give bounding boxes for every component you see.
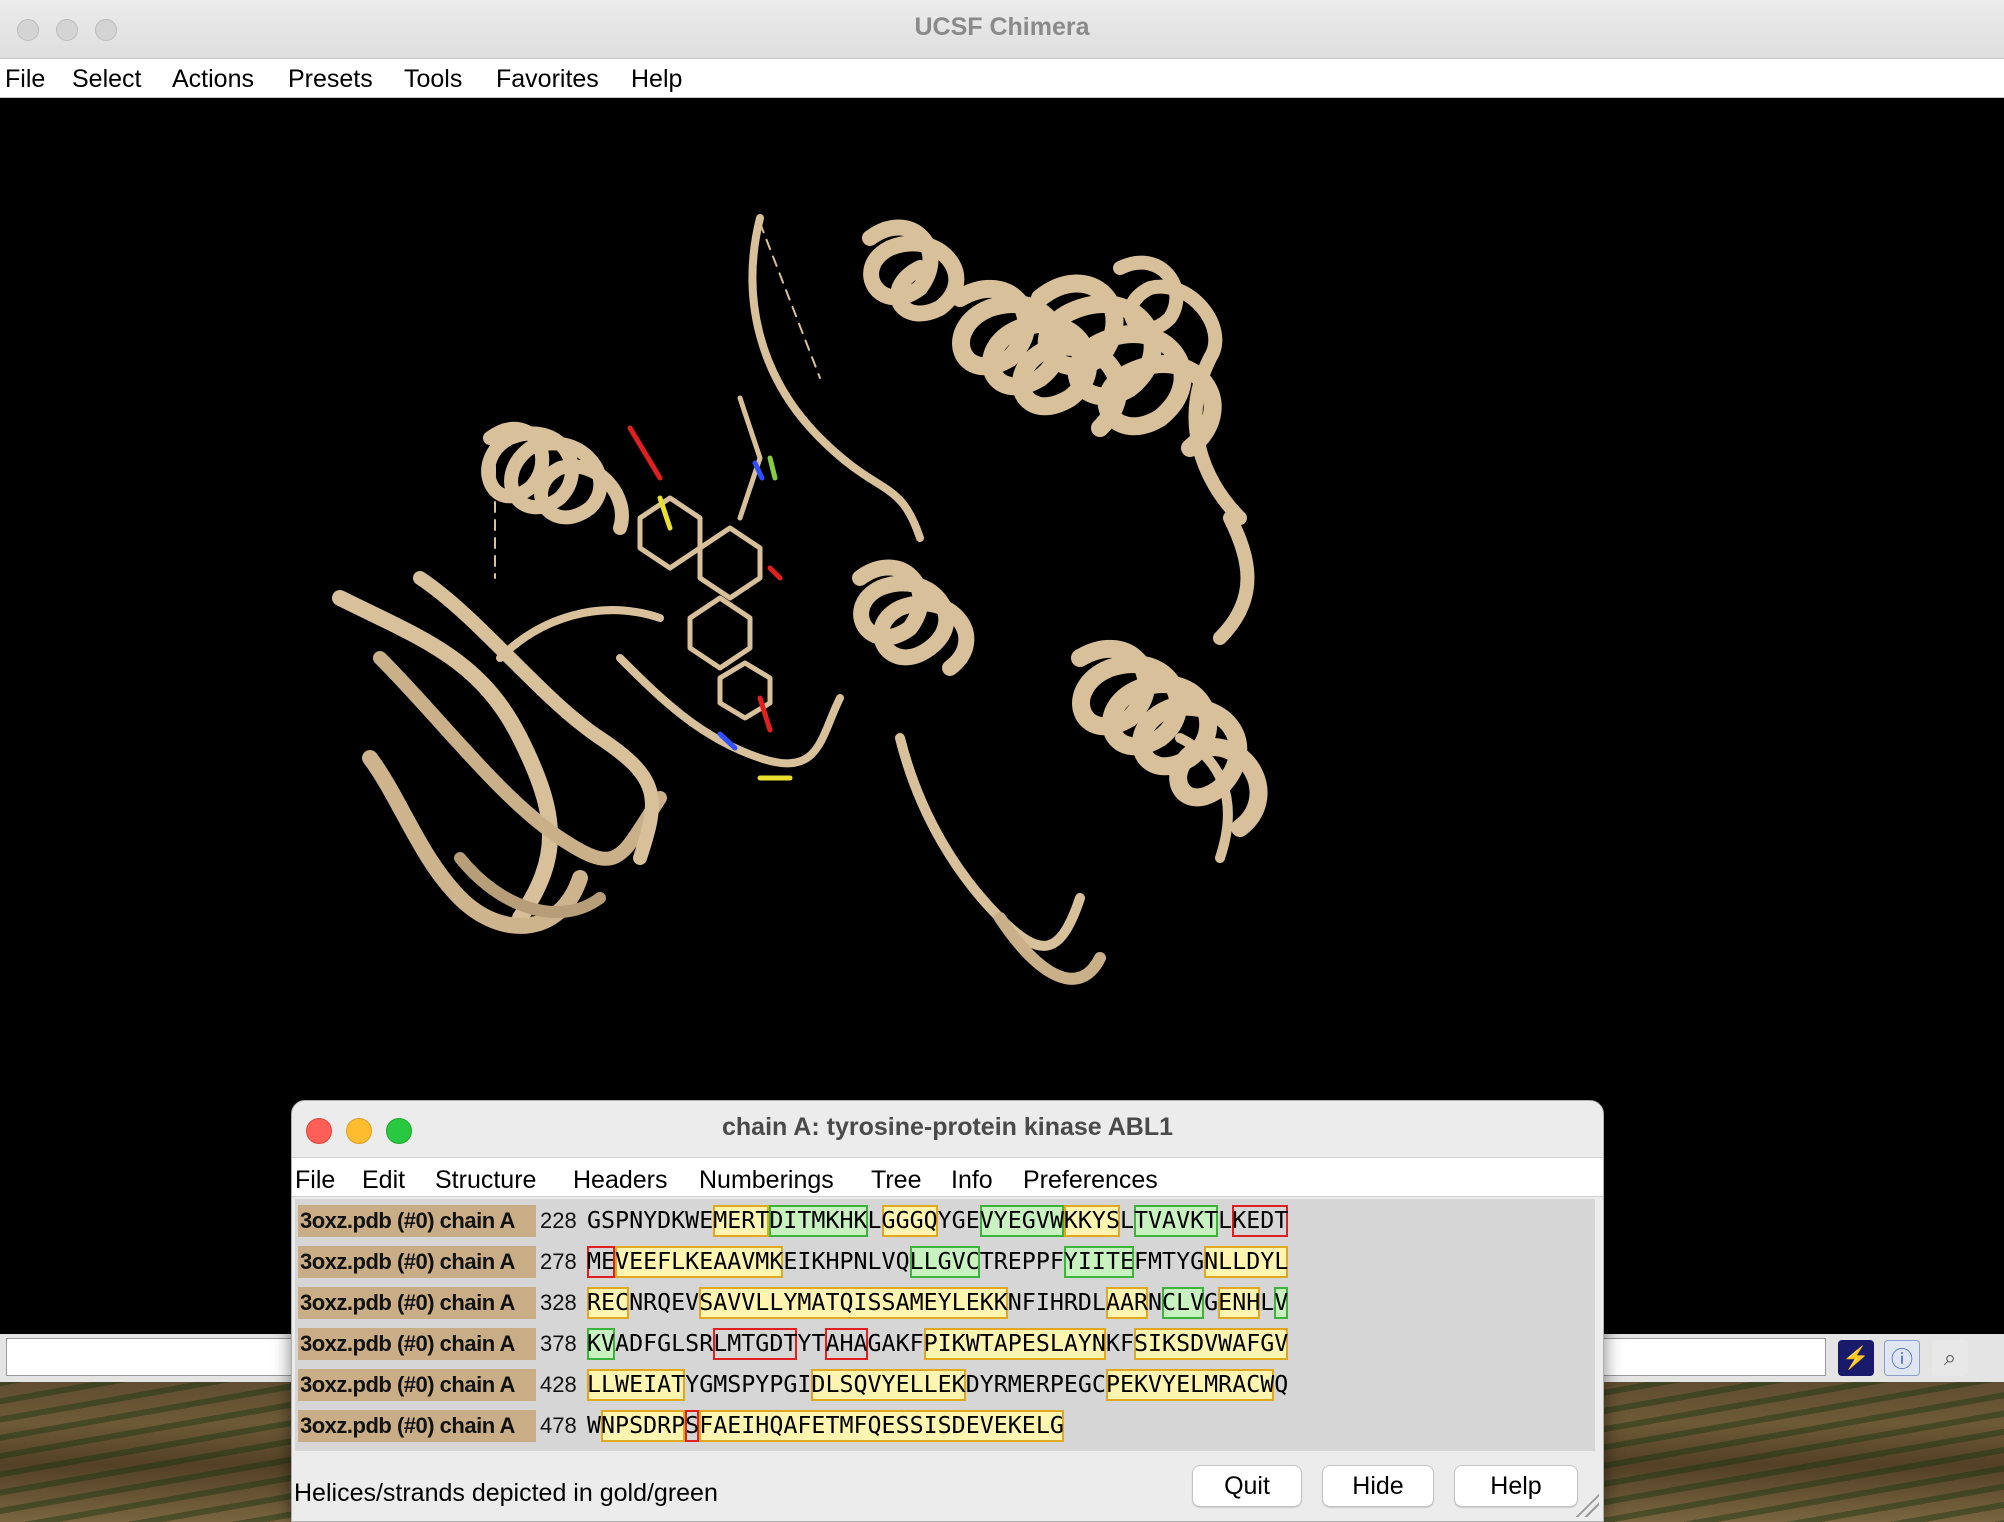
residue-number: 428: [540, 1372, 577, 1397]
secondary-structure-box: [587, 1369, 686, 1401]
menu-file[interactable]: File: [5, 65, 46, 93]
minimize-button[interactable]: [346, 1118, 372, 1144]
menu-numberings[interactable]: Numberings: [699, 1166, 834, 1194]
secondary-structure-box: [909, 1246, 980, 1278]
residue-number: 328: [540, 1290, 577, 1315]
menu-tools[interactable]: Tools: [404, 65, 463, 93]
main-titlebar[interactable]: UCSF Chimera: [0, 0, 2004, 59]
secondary-structure-box: [1106, 1369, 1275, 1401]
protein-ribbon-graphic: [332, 214, 1268, 985]
secondary-structure-box: [615, 1246, 784, 1278]
sequence-window-title: chain A: tyrosine-protein kinase ABL1: [721, 1113, 1173, 1141]
window-title: UCSF Chimera: [914, 13, 1090, 41]
chain-label[interactable]: 3oxz.pdb (#0) chain A: [298, 1369, 536, 1401]
residue-number: 278: [540, 1249, 577, 1274]
secondary-structure-box: [1218, 1287, 1261, 1319]
sequence-row[interactable]: 3oxz.pdb (#0) chain A 378 KVADFGLSRLMTGDTY…: [295, 1326, 1595, 1362]
secondary-structure-box: [1063, 1205, 1121, 1237]
sequence-residues[interactable]: WNPSDRPSFAEIHQAFETMFQESSISDEVEKELG: [587, 1412, 1064, 1439]
secondary-structure-box: [699, 1410, 1064, 1442]
secondary-structure-box: [713, 1205, 770, 1237]
menu-preferences[interactable]: Preferences: [1023, 1166, 1158, 1194]
info-icon[interactable]: ⓘ: [1884, 1340, 1920, 1376]
menu-actions[interactable]: Actions: [172, 65, 254, 93]
sequence-row[interactable]: 3oxz.pdb (#0) chain A 478 WNPSDRPSFAEIHQAF…: [295, 1408, 1595, 1444]
secondary-structure-box: [1134, 1205, 1219, 1237]
residue-number: 478: [540, 1413, 577, 1438]
sequence-residues[interactable]: MEVEEFLKEAAVMKEIKHPNLVQLLGVCTREPPFYIITEF…: [587, 1248, 1289, 1275]
sequence-residues[interactable]: LLWEIATYGMSPYPGIDLSQVYELLEKDYRMERPEGCPEK…: [587, 1371, 1289, 1398]
sequence-row[interactable]: 3oxz.pdb (#0) chain A 228 GSPNYDKWEMERTDIT…: [295, 1203, 1595, 1239]
menu-help[interactable]: Help: [631, 65, 683, 93]
sequence-panel[interactable]: 3oxz.pdb (#0) chain A 228 GSPNYDKWEMERTDIT…: [295, 1199, 1595, 1451]
secondary-structure-box: [1274, 1287, 1289, 1319]
help-button[interactable]: Help: [1454, 1465, 1578, 1507]
secondary-structure-box: [923, 1328, 1107, 1360]
sequence-row[interactable]: 3oxz.pdb (#0) chain A 278 MEVEEFLKEAAVMKEI…: [295, 1244, 1595, 1280]
sequence-residues[interactable]: GSPNYDKWEMERTDITMKHKLGGGQYGEVYEGVWKKYSLT…: [587, 1207, 1289, 1234]
hide-button[interactable]: Hide: [1322, 1465, 1434, 1507]
menu-favorites[interactable]: Favorites: [496, 65, 599, 93]
residue-number: 378: [540, 1331, 577, 1356]
chain-label[interactable]: 3oxz.pdb (#0) chain A: [298, 1246, 536, 1278]
zoom-button[interactable]: [95, 19, 117, 41]
sequence-residues[interactable]: RECNRQEVSAVVLLYMATQISSAMEYLEKKNFIHRDLAAR…: [587, 1289, 1289, 1316]
secondary-structure-box: [769, 1205, 868, 1237]
menu-info[interactable]: Info: [951, 1166, 993, 1194]
status-text: Helices/strands depicted in gold/green: [294, 1479, 718, 1507]
menu-file[interactable]: File: [295, 1166, 336, 1194]
zoom-button[interactable]: [386, 1118, 412, 1144]
sequence-titlebar[interactable]: chain A: tyrosine-protein kinase ABL1: [292, 1101, 1603, 1157]
quit-button[interactable]: Quit: [1192, 1465, 1302, 1507]
chain-label[interactable]: 3oxz.pdb (#0) chain A: [298, 1287, 536, 1319]
minimize-button[interactable]: [56, 19, 78, 41]
menu-structure[interactable]: Structure: [435, 1166, 537, 1194]
secondary-structure-box: [587, 1287, 630, 1319]
secondary-structure-box: [699, 1287, 1008, 1319]
secondary-structure-box: [601, 1410, 686, 1442]
menu-tree[interactable]: Tree: [871, 1166, 922, 1194]
sequence-row[interactable]: 3oxz.pdb (#0) chain A 328 RECNRQEVSAVVLLYM…: [295, 1285, 1595, 1321]
residue-number: 228: [540, 1208, 577, 1233]
sequence-residues[interactable]: KVADFGLSRLMTGDTYTAHAGAKFPIKWTAPESLAYNKFS…: [587, 1330, 1289, 1357]
magnifier-icon[interactable]: ⌕: [1932, 1340, 1968, 1376]
chain-label[interactable]: 3oxz.pdb (#0) chain A: [298, 1410, 536, 1442]
sequence-row[interactable]: 3oxz.pdb (#0) chain A 428 LLWEIATYGMSPYPGI…: [295, 1367, 1595, 1403]
sequence-viewer-window: chain A: tyrosine-protein kinase ABL1 Fi…: [291, 1100, 1604, 1522]
main-menubar: File Select Actions Presets Tools Favori…: [0, 59, 2004, 98]
lightning-icon[interactable]: ⚡: [1838, 1340, 1874, 1376]
close-button[interactable]: [17, 19, 39, 41]
menu-presets[interactable]: Presets: [288, 65, 373, 93]
sequence-menubar: File Edit Structure Headers Numberings T…: [292, 1157, 1603, 1197]
menu-edit[interactable]: Edit: [362, 1166, 406, 1194]
secondary-structure-box: [1204, 1246, 1289, 1278]
secondary-structure-box: [1134, 1328, 1289, 1360]
chain-label[interactable]: 3oxz.pdb (#0) chain A: [298, 1328, 536, 1360]
menu-headers[interactable]: Headers: [573, 1166, 668, 1194]
close-button[interactable]: [306, 1118, 332, 1144]
menu-select[interactable]: Select: [72, 65, 142, 93]
secondary-structure-box: [1162, 1287, 1205, 1319]
resize-grip[interactable]: [1573, 1491, 1599, 1517]
secondary-structure-box: [811, 1369, 966, 1401]
chain-label[interactable]: 3oxz.pdb (#0) chain A: [298, 1205, 536, 1237]
secondary-structure-box: [1063, 1246, 1135, 1278]
secondary-structure-box: [881, 1205, 938, 1237]
secondary-structure-box: [979, 1205, 1064, 1237]
secondary-structure-box: [587, 1328, 616, 1360]
secondary-structure-box: [1106, 1287, 1149, 1319]
